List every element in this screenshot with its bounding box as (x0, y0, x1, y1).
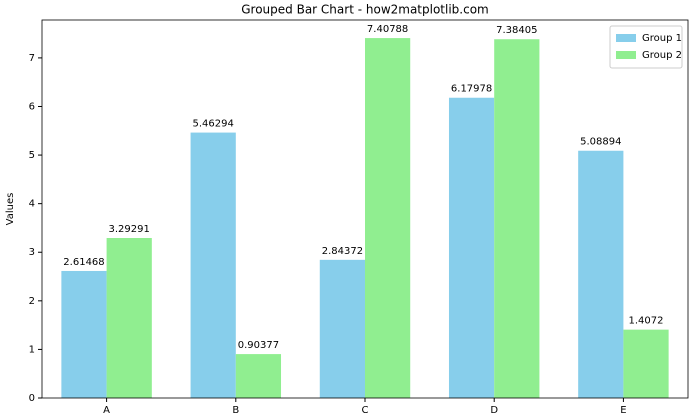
y-tick-label: 6 (29, 101, 35, 112)
x-tick-label: D (490, 405, 498, 416)
y-tick-label: 5 (29, 150, 35, 161)
bar (494, 39, 540, 399)
data-label: 6.17978 (451, 84, 492, 95)
legend-label: Group 2 (642, 50, 682, 61)
data-label: 7.40788 (367, 24, 408, 35)
data-label: 5.46294 (193, 119, 234, 130)
plot-frame (41, 19, 689, 399)
y-tick-label: 3 (29, 247, 35, 258)
chart-title: Grouped Bar Chart - how2matplotlib.com (241, 3, 489, 17)
data-label: 5.08894 (580, 137, 621, 148)
data-label: 0.90377 (238, 340, 279, 351)
y-axis-label: Values (5, 193, 16, 226)
bar (106, 238, 152, 398)
bar (235, 354, 282, 398)
y-tick-label: 7 (29, 53, 35, 64)
y-tick-label: 0 (29, 393, 35, 404)
y-tick-label: 4 (29, 199, 35, 210)
x-tick-label: B (232, 405, 239, 416)
bar (578, 150, 624, 398)
legend-label: Group 1 (642, 33, 682, 44)
legend-swatch (616, 51, 636, 59)
bar (448, 97, 495, 399)
legend-swatch (616, 34, 636, 42)
data-label: 1.4072 (629, 316, 664, 327)
x-tick-label: E (620, 405, 626, 416)
data-label: 7.38405 (496, 25, 537, 36)
x-tick-label: A (103, 405, 110, 416)
bar (623, 329, 669, 398)
data-label: 2.61468 (63, 257, 104, 268)
bar (190, 132, 236, 398)
data-label: 3.29291 (109, 224, 150, 235)
data-label: 2.84372 (322, 246, 363, 257)
x-tick-label: C (362, 405, 369, 416)
y-tick-label: 2 (29, 296, 35, 307)
y-tick-label: 1 (29, 344, 35, 355)
bar (319, 259, 365, 398)
bar (365, 38, 411, 398)
bar (61, 270, 107, 398)
